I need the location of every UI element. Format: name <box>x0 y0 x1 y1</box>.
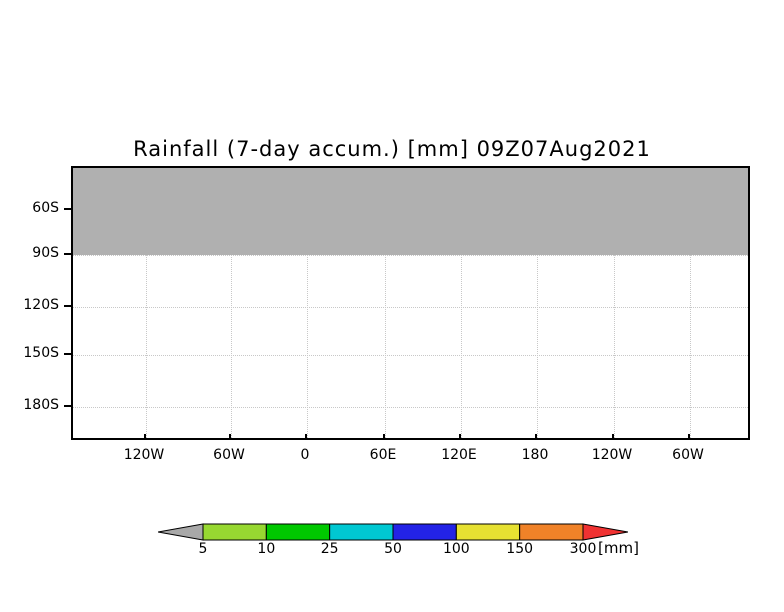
x-tick-label-6: 120W <box>591 447 633 463</box>
y-tick-label-0: 60S <box>32 200 59 216</box>
x-tick-mark-3 <box>383 434 385 440</box>
colorbar-unit-label: [mm] <box>598 539 639 557</box>
y-tick-label-3: 150S <box>23 345 59 361</box>
y-tick-mark-0 <box>64 208 71 210</box>
y-tick-label-4: 180S <box>23 397 59 413</box>
gridline-horizontal-1 <box>73 255 748 256</box>
colorbar-tick-10: 10 <box>257 541 276 557</box>
colorbar-band-50-100 <box>392 523 457 541</box>
colorbar-tick-300: 300 <box>569 541 597 557</box>
y-tick-mark-1 <box>64 253 71 255</box>
x-tick-label-0: 120W <box>123 447 165 463</box>
y-tick-mark-4 <box>64 405 71 407</box>
x-tick-mark-1 <box>229 434 231 440</box>
colorbar-band-above-300 <box>582 523 628 541</box>
gridline-horizontal-3 <box>73 355 748 356</box>
gridline-vertical-3 <box>385 168 386 438</box>
x-tick-mark-4 <box>459 434 461 440</box>
gridline-vertical-2 <box>307 168 308 438</box>
y-tick-mark-2 <box>64 305 71 307</box>
x-tick-label-1: 60W <box>213 447 245 463</box>
y-tick-label-2: 120S <box>23 297 59 313</box>
colorbar-tick-5: 5 <box>198 541 208 557</box>
gridline-vertical-0 <box>146 168 147 438</box>
x-tick-mark-0 <box>144 434 146 440</box>
colorbar-tick-100: 100 <box>442 541 470 557</box>
map-plot-area <box>71 166 750 440</box>
x-tick-label-3: 60E <box>369 447 397 463</box>
colorbar-band-10-25 <box>265 523 331 541</box>
page-title: Rainfall (7-day accum.) [mm] 09Z07Aug202… <box>133 137 651 161</box>
y-tick-mark-3 <box>64 353 71 355</box>
gridline-horizontal-2 <box>73 307 748 308</box>
x-tick-label-7: 60W <box>672 447 704 463</box>
colorbar-band-below-5 <box>158 523 204 541</box>
x-tick-mark-6 <box>612 434 614 440</box>
gridline-vertical-5 <box>537 168 538 438</box>
x-tick-mark-5 <box>535 434 537 440</box>
colorbar <box>158 519 628 559</box>
colorbar-band-5-10 <box>202 523 267 541</box>
gridline-horizontal-4 <box>73 407 748 408</box>
colorbar-band-100-150 <box>455 523 521 541</box>
x-tick-mark-2 <box>305 434 307 440</box>
rainfall-canvas <box>73 168 748 255</box>
x-tick-label-4: 120E <box>441 447 477 463</box>
gridline-vertical-1 <box>231 168 232 438</box>
x-tick-label-5: 180 <box>521 447 549 463</box>
gridline-vertical-4 <box>461 168 462 438</box>
x-tick-mark-7 <box>688 434 690 440</box>
colorbar-band-150-300 <box>519 523 584 541</box>
gridline-vertical-6 <box>614 168 615 438</box>
colorbar-tick-50: 50 <box>384 541 402 557</box>
gridline-vertical-7 <box>690 168 691 438</box>
colorbar-band-25-50 <box>329 523 394 541</box>
x-tick-label-2: 0 <box>300 447 310 463</box>
rainfall-raster <box>73 168 748 255</box>
colorbar-tick-25: 25 <box>320 541 339 557</box>
y-tick-label-1: 90S <box>32 245 59 261</box>
colorbar-tick-150: 150 <box>506 541 534 557</box>
colorbar-swatches <box>158 523 628 541</box>
